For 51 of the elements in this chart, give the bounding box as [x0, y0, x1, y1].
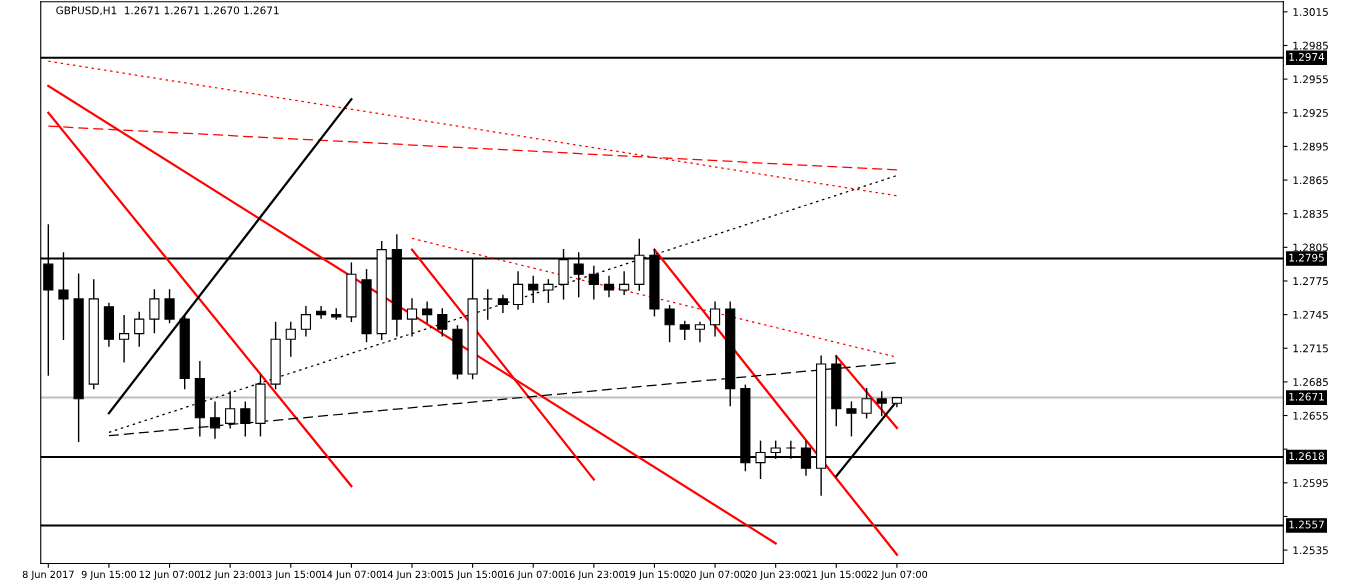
candlestick	[619, 271, 630, 296]
candlestick	[73, 273, 84, 443]
x-tick-label: 20 Jun 23:00	[745, 570, 806, 580]
candlestick	[588, 265, 599, 300]
y-tick-label: 1.2655	[1293, 411, 1328, 420]
ref-line-label: 1.2671	[1289, 392, 1324, 401]
x-tick-label: 14 Jun 07:00	[321, 570, 382, 580]
x-tick-label: 21 Jun 15:00	[806, 570, 867, 580]
candlestick	[118, 315, 130, 363]
candlestick	[103, 302, 115, 347]
x-tick-label: 15 Jun 15:00	[442, 570, 503, 580]
x-tick-label: 8 Jun 2017	[22, 570, 74, 580]
x-tick-label: 9 Jun 15:00	[81, 570, 137, 580]
y-tick-label: 1.2715	[1293, 344, 1328, 353]
x-tick-label: 16 Jun 07:00	[503, 570, 564, 580]
chart-title: GBPUSD,H1 1.2671 1.2671 1.2670 1.2671	[56, 6, 279, 16]
y-tick-label: 1.3015	[1293, 8, 1328, 16]
x-tick-label: 20 Jun 07:00	[684, 570, 746, 580]
candlestick	[694, 321, 706, 343]
ref-line-label: 1.2795	[1289, 253, 1324, 262]
x-tick-label: 12 Jun 23:00	[200, 570, 261, 580]
ref-line-label: 1.2618	[1289, 452, 1325, 461]
y-tick-label: 1.2745	[1293, 310, 1328, 319]
candlestick	[422, 301, 433, 324]
y-tick-label: 1.2865	[1293, 176, 1328, 185]
y-tick-label: 1.2685	[1293, 378, 1328, 386]
x-tick-label: 16 Jun 23:00	[564, 570, 625, 580]
ref-line-label: 1.2974	[1289, 52, 1325, 61]
y-tick-label: 1.2985	[1293, 41, 1328, 50]
y-tick-label: 1.2925	[1293, 108, 1328, 117]
ref-line-label: 1.2557	[1289, 520, 1324, 529]
x-tick-label: 12 Jun 07:00	[139, 570, 200, 580]
y-tick-label: 1.2775	[1293, 277, 1328, 286]
candlestick	[300, 306, 312, 337]
y-tick-label: 1.2955	[1293, 75, 1328, 84]
y-tick-label: 1.2595	[1293, 479, 1328, 487]
candlestick	[709, 301, 721, 337]
candlestick	[497, 294, 509, 314]
y-tick-label: 1.2805	[1293, 243, 1328, 252]
y-tick-label: 1.2895	[1293, 142, 1328, 151]
candlestick	[225, 391, 236, 429]
x-tick-label: 19 Jun 15:00	[624, 570, 685, 580]
x-tick-label: 22 Jun 07:00	[866, 570, 928, 580]
x-tick-label: 14 Jun 23:00	[382, 570, 443, 580]
candlestick	[315, 306, 327, 319]
candlestick	[603, 275, 615, 298]
y-tick-label: 1.2535	[1293, 546, 1328, 555]
candlestick	[406, 298, 418, 337]
candlestick	[512, 271, 524, 310]
y-tick-label: 1.2835	[1293, 209, 1328, 218]
x-tick-label: 13 Jun 15:00	[260, 570, 321, 580]
